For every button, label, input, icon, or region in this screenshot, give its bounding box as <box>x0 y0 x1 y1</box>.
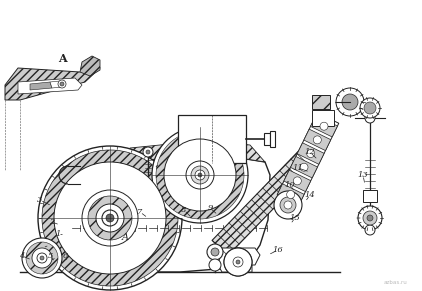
Text: 7: 7 <box>137 208 143 216</box>
Circle shape <box>365 113 375 123</box>
Bar <box>312 110 334 126</box>
Bar <box>363 190 377 202</box>
Text: 15: 15 <box>289 214 300 222</box>
Text: 16: 16 <box>273 246 284 254</box>
Polygon shape <box>284 170 311 191</box>
Circle shape <box>38 146 182 290</box>
Text: A: A <box>58 52 66 63</box>
Text: 9: 9 <box>207 204 213 212</box>
Circle shape <box>280 197 296 213</box>
Text: 3: 3 <box>37 196 43 204</box>
Circle shape <box>313 136 321 144</box>
Circle shape <box>293 177 301 185</box>
Text: 13: 13 <box>357 171 368 179</box>
Bar <box>270 131 275 147</box>
Circle shape <box>233 257 243 267</box>
Circle shape <box>26 242 58 274</box>
Circle shape <box>32 248 52 268</box>
Circle shape <box>287 191 295 198</box>
Polygon shape <box>304 129 331 151</box>
Circle shape <box>358 206 382 230</box>
Circle shape <box>88 196 132 240</box>
Circle shape <box>58 80 66 88</box>
Polygon shape <box>291 157 317 178</box>
Text: 10: 10 <box>284 181 295 189</box>
Circle shape <box>195 170 205 180</box>
Bar <box>312 95 330 109</box>
Polygon shape <box>130 140 265 162</box>
Circle shape <box>307 150 315 157</box>
Circle shape <box>102 210 118 226</box>
Text: 14: 14 <box>305 191 315 199</box>
Circle shape <box>336 88 364 116</box>
Circle shape <box>40 256 44 260</box>
Circle shape <box>164 139 236 211</box>
Polygon shape <box>18 78 82 94</box>
Circle shape <box>320 122 328 130</box>
Circle shape <box>209 259 221 271</box>
Text: 6: 6 <box>62 252 68 260</box>
Circle shape <box>342 94 358 110</box>
Polygon shape <box>50 81 62 88</box>
Circle shape <box>106 214 114 222</box>
Circle shape <box>224 248 252 276</box>
Circle shape <box>156 131 244 219</box>
Circle shape <box>284 201 292 209</box>
Polygon shape <box>5 60 100 100</box>
Text: 11: 11 <box>292 164 303 172</box>
Polygon shape <box>212 147 318 256</box>
Circle shape <box>236 260 240 264</box>
Polygon shape <box>277 113 339 205</box>
Text: 1: 1 <box>55 230 61 238</box>
Text: azbas.ru: azbas.ru <box>383 279 407 285</box>
Polygon shape <box>58 155 270 272</box>
Circle shape <box>300 163 308 171</box>
Circle shape <box>365 225 375 235</box>
Text: A: A <box>122 233 129 242</box>
Bar <box>264 133 270 145</box>
Polygon shape <box>218 248 260 272</box>
Polygon shape <box>30 82 52 90</box>
Polygon shape <box>277 184 304 205</box>
Circle shape <box>207 244 223 260</box>
Circle shape <box>54 162 166 274</box>
Circle shape <box>228 252 248 272</box>
Circle shape <box>186 161 214 189</box>
Circle shape <box>37 253 47 263</box>
Circle shape <box>274 191 302 219</box>
Circle shape <box>152 127 248 223</box>
Circle shape <box>211 248 219 256</box>
Text: 2: 2 <box>49 218 55 226</box>
Circle shape <box>146 150 150 154</box>
Circle shape <box>96 204 124 232</box>
Circle shape <box>364 102 376 114</box>
Circle shape <box>224 248 252 276</box>
Circle shape <box>367 215 373 221</box>
Polygon shape <box>80 56 100 76</box>
Circle shape <box>60 82 64 86</box>
Text: 4: 4 <box>19 252 25 260</box>
Circle shape <box>22 238 62 278</box>
Circle shape <box>143 147 153 157</box>
Text: 5: 5 <box>47 252 53 260</box>
Circle shape <box>198 173 202 177</box>
Polygon shape <box>297 143 324 164</box>
Text: 12: 12 <box>305 148 315 156</box>
Polygon shape <box>311 116 338 137</box>
Circle shape <box>82 190 138 246</box>
Text: 8: 8 <box>181 206 187 214</box>
Bar <box>178 115 246 163</box>
Circle shape <box>42 150 178 286</box>
Circle shape <box>363 211 377 225</box>
Circle shape <box>360 98 380 118</box>
Circle shape <box>191 166 209 184</box>
